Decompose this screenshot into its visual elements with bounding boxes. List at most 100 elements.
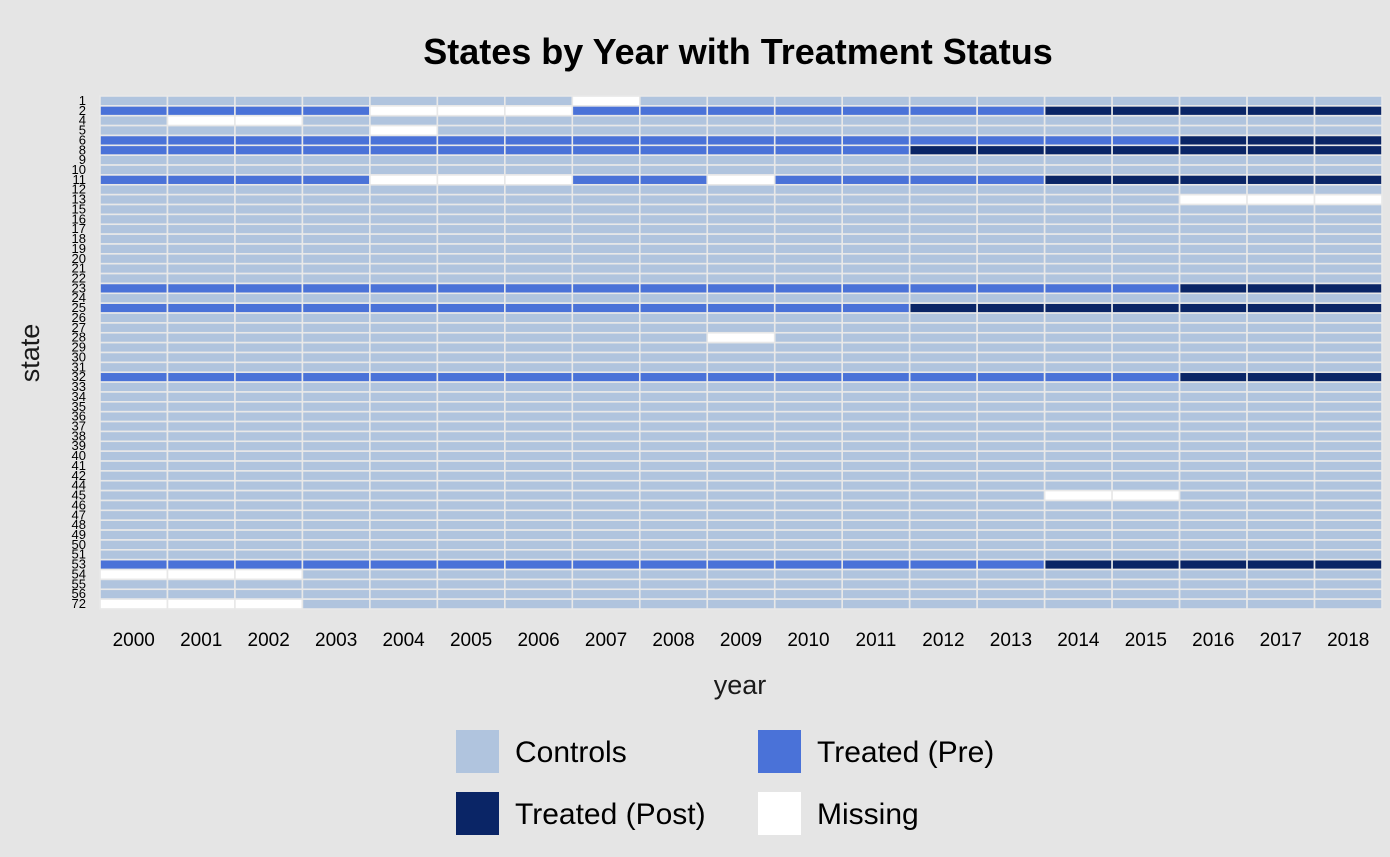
heatmap-cell-24-2013 — [976, 292, 1046, 304]
heatmap-cell-38-2013 — [976, 430, 1046, 443]
heatmap-cell-56-2000 — [99, 588, 169, 600]
heatmap-cell-24-2003 — [301, 292, 371, 304]
heatmap-cell-8-2008 — [638, 144, 709, 156]
heatmap-cell-47-2005 — [436, 509, 506, 522]
heatmap-cell-54-2013 — [976, 568, 1046, 581]
heatmap-cell-44-2010 — [773, 479, 844, 492]
heatmap-cell-23-2010 — [773, 282, 844, 295]
heatmap-cell-27-2004 — [369, 322, 439, 334]
heatmap-cell-44-2009 — [706, 479, 776, 492]
heatmap-cell-46-2013 — [976, 499, 1046, 512]
heatmap-cell-31-2012 — [908, 361, 978, 374]
heatmap-cell-15-2007 — [571, 203, 641, 216]
heatmap-cell-30-2014 — [1043, 351, 1113, 364]
heatmap-cell-47-2007 — [571, 509, 641, 522]
heatmap-cell-47-2018 — [1313, 509, 1383, 522]
heatmap-cell-29-2005 — [436, 341, 506, 354]
heatmap-cell-51-2003 — [301, 549, 371, 561]
heatmap-cell-50-2015 — [1111, 539, 1181, 551]
heatmap-cell-44-2007 — [571, 479, 641, 492]
heatmap-cell-13-2018 — [1313, 193, 1383, 206]
heatmap-cell-50-2008 — [638, 539, 709, 551]
heatmap-cell-27-2006 — [504, 322, 574, 334]
heatmap-cell-36-2006 — [504, 410, 574, 423]
heatmap-cell-8-2010 — [773, 144, 844, 156]
heatmap-cell-49-2003 — [301, 529, 371, 541]
heatmap-cell-46-2009 — [706, 499, 776, 512]
x-tick-label: 2015 — [1125, 630, 1167, 651]
heatmap-cell-48-2013 — [976, 519, 1046, 531]
heatmap-cell-32-2010 — [773, 371, 844, 383]
heatmap-cell-20-2004 — [369, 253, 439, 265]
heatmap-cell-48-2014 — [1043, 519, 1113, 531]
heatmap-cell-55-2014 — [1043, 578, 1113, 591]
heatmap-cell-26-2002 — [234, 312, 304, 324]
heatmap-cell-36-2012 — [908, 410, 978, 423]
heatmap-cell-1-2015 — [1111, 95, 1181, 107]
heatmap-cell-25-2014 — [1043, 302, 1113, 314]
heatmap-cell-5-2006 — [504, 124, 574, 137]
heatmap-cell-26-2018 — [1313, 312, 1383, 324]
heatmap-cell-9-2018 — [1313, 154, 1383, 166]
heatmap-cell-39-2013 — [976, 440, 1046, 452]
heatmap-cell-16-2012 — [908, 213, 978, 226]
heatmap-cell-41-2006 — [504, 460, 574, 472]
heatmap-cell-44-2005 — [436, 479, 506, 492]
heatmap-cell-30-2003 — [301, 351, 371, 364]
heatmap-cell-18-2001 — [166, 233, 236, 245]
heatmap-cell-44-2017 — [1246, 479, 1316, 492]
heatmap-cell-46-2000 — [99, 499, 169, 512]
heatmap-cell-28-2003 — [301, 331, 371, 344]
heatmap-cell-21-2017 — [1246, 262, 1316, 275]
heatmap-cell-47-2014 — [1043, 509, 1113, 522]
heatmap-cell-9-2009 — [706, 154, 776, 166]
heatmap-cell-50-2018 — [1313, 539, 1383, 551]
heatmap-cell-38-2005 — [436, 430, 506, 443]
heatmap-cell-26-2010 — [773, 312, 844, 324]
heatmap-cell-24-2007 — [571, 292, 641, 304]
heatmap-cell-31-2017 — [1246, 361, 1316, 374]
heatmap-cell-44-2008 — [638, 479, 709, 492]
heatmap-cell-12-2016 — [1178, 183, 1248, 196]
y-tick-label: 38 — [72, 428, 86, 443]
heatmap-cell-2-2016 — [1178, 105, 1248, 117]
heatmap-cell-72-2009 — [706, 598, 776, 610]
heatmap-cell-22-2013 — [976, 272, 1046, 285]
y-tick-label: 32 — [72, 369, 86, 384]
heatmap-cell-31-2007 — [571, 361, 641, 374]
heatmap-cell-37-2003 — [301, 420, 371, 433]
heatmap-cell-54-2017 — [1246, 568, 1316, 581]
heatmap-cell-21-2000 — [99, 262, 169, 275]
heatmap-cell-38-2018 — [1313, 430, 1383, 443]
heatmap-cell-35-2012 — [908, 401, 978, 413]
x-tick-label: 2001 — [180, 630, 222, 651]
heatmap-cell-32-2012 — [908, 371, 978, 383]
heatmap-cell-32-2008 — [638, 371, 709, 383]
heatmap-cell-20-2001 — [166, 253, 236, 265]
heatmap-cell-36-2013 — [976, 410, 1046, 423]
heatmap-cell-42-2008 — [638, 470, 709, 482]
heatmap-cell-40-2007 — [571, 450, 641, 462]
heatmap-cell-9-2016 — [1178, 154, 1248, 166]
heatmap-cell-51-2011 — [841, 549, 911, 561]
heatmap-cell-42-2003 — [301, 470, 371, 482]
heatmap-cell-30-2007 — [571, 351, 641, 364]
heatmap-cell-34-2014 — [1043, 391, 1113, 403]
heatmap-cell-8-2002 — [234, 144, 304, 156]
heatmap-cell-45-2013 — [976, 489, 1046, 502]
heatmap-cell-32-2014 — [1043, 371, 1113, 383]
heatmap-cell-24-2017 — [1246, 292, 1316, 304]
y-tick-label: 9 — [79, 152, 86, 167]
heatmap-cell-29-2006 — [504, 341, 574, 354]
heatmap-cell-55-2003 — [301, 578, 371, 591]
heatmap-cell-45-2008 — [638, 489, 709, 502]
heatmap-cell-72-2017 — [1246, 598, 1316, 610]
heatmap-cell-24-2002 — [234, 292, 304, 304]
heatmap-cell-23-2002 — [234, 282, 304, 295]
heatmap-cell-40-2012 — [908, 450, 978, 462]
heatmap-cell-21-2005 — [436, 262, 506, 275]
heatmap-cell-23-2016 — [1178, 282, 1248, 295]
heatmap-cell-17-2003 — [301, 223, 371, 235]
heatmap-cell-27-2018 — [1313, 322, 1383, 334]
heatmap-cell-13-2002 — [234, 193, 304, 206]
